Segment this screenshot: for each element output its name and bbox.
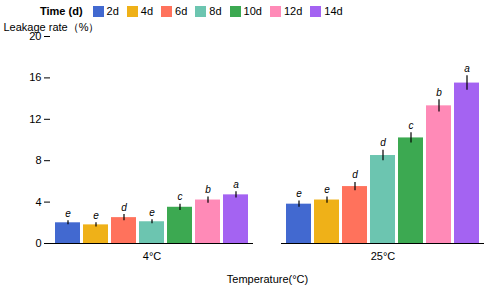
svg-text:e: e (93, 210, 99, 221)
html-text:12d: 12d (283, 5, 303, 17)
html-text:6d: 6d (175, 5, 188, 17)
svg-text:4: 4 (35, 196, 41, 208)
html-text:8d: 8d (209, 5, 222, 17)
svg-text:Temperature(°C): Temperature(°C) (227, 273, 308, 285)
svg-text:e: e (296, 188, 302, 199)
html-text:Time (d): Time (d) (40, 5, 83, 17)
svg-text:c: c (409, 120, 414, 131)
svg-text:e: e (149, 207, 155, 218)
svg-text:b: b (205, 184, 211, 195)
svg-text:12: 12 (29, 113, 41, 125)
html-text:14d: 14d (324, 5, 343, 17)
svg-text:4°C: 4°C (143, 250, 162, 262)
svg-text:0: 0 (35, 237, 41, 249)
svg-text:d: d (352, 169, 358, 180)
svg-text:b: b (436, 87, 442, 98)
svg-text:a: a (464, 63, 470, 74)
html-text:4d: 4d (140, 5, 154, 17)
svg-text:8: 8 (35, 154, 41, 166)
svg-text:a: a (233, 179, 239, 190)
svg-text:25°C: 25°C (371, 250, 396, 262)
svg-text:e: e (324, 184, 330, 195)
svg-text:d: d (380, 137, 386, 148)
svg-text:16: 16 (29, 71, 41, 83)
html-text:10d: 10d (243, 5, 262, 17)
svg-text:Leakage rate（%）: Leakage rate（%） (4, 21, 100, 33)
svg-text:e: e (65, 208, 71, 219)
svg-text:d: d (121, 202, 127, 213)
html-text:2d: 2d (106, 5, 119, 17)
svg-text:20: 20 (29, 30, 42, 42)
svg-text:c: c (178, 191, 183, 202)
